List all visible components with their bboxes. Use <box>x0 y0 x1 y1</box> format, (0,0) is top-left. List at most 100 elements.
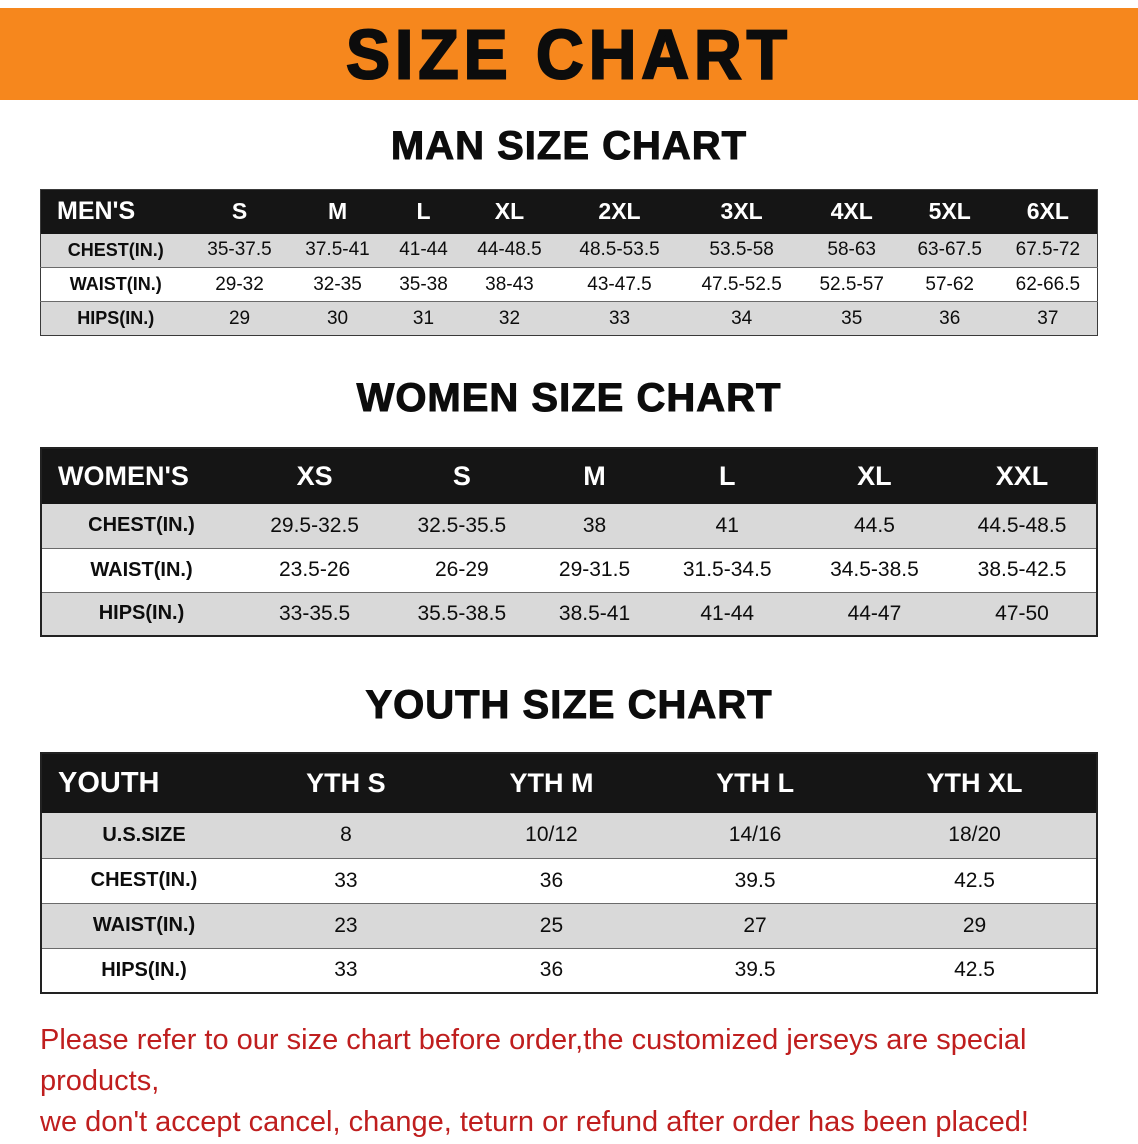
measurement-value: 39.5 <box>657 858 854 903</box>
measurement-label: HIPS(IN.) <box>41 592 241 636</box>
measurement-value: 35 <box>802 301 901 336</box>
size-table: MEN'S S M L XL 2XL 3XL 4XL 5XL 6XL CHEST(IN.) 35-37… <box>40 189 1098 336</box>
measurement-label: HIPS(IN.) <box>41 948 246 993</box>
table-row: U.S.SIZE 8 10/12 14/16 18/20 <box>41 813 1097 858</box>
measurement-value: 38.5-42.5 <box>948 548 1097 592</box>
measurement-value: 44-47 <box>800 592 949 636</box>
table-header-row: WOMEN'S XS S M L XL XXL <box>41 448 1097 504</box>
measurement-value: 67.5-72 <box>998 233 1098 268</box>
measurement-value: 33 <box>246 858 446 903</box>
table-header-row: MEN'S S M L XL 2XL 3XL 4XL 5XL 6XL <box>40 189 1098 234</box>
measurement-value: 44-48.5 <box>460 233 559 268</box>
section-title-women: WOMEN SIZE CHART <box>356 376 782 421</box>
measurement-label: CHEST(IN.) <box>41 504 241 548</box>
table-corner-label: MEN'S <box>40 189 191 234</box>
size-column-header: 4XL <box>802 189 901 234</box>
measurement-value: 57-62 <box>900 267 999 302</box>
table-row: CHEST(IN.) 29.5-32.5 32.5-35.5 38 41 44.5 44.5… <box>41 504 1097 548</box>
measurement-value: 37 <box>998 301 1098 336</box>
footer-note: Please refer to our size chart before or… <box>40 1020 1102 1144</box>
youth-size-table: YOUTH YTH S YTH M YTH L YTH XL U.S.SIZE 8 10/12… <box>40 752 1098 994</box>
women-size-table: WOMEN'S XS S M L XL XXL CHEST(IN.) 29.5-32.5 32.5… <box>40 447 1098 637</box>
measurement-value: 33 <box>558 301 681 336</box>
size-column-header: L <box>386 189 461 234</box>
size-column-header: M <box>288 189 387 234</box>
section-youth: YOUTH SIZE CHART YOUTH YTH S YTH M YTH L YTH… <box>0 683 1138 994</box>
measurement-value: 63-67.5 <box>900 233 999 268</box>
measurement-value: 44.5-48.5 <box>948 504 1097 548</box>
measurement-value: 52.5-57 <box>802 267 901 302</box>
section-title-men: MAN SIZE CHART <box>390 124 748 169</box>
measurement-value: 33-35.5 <box>241 592 389 636</box>
size-column-header: M <box>535 448 654 504</box>
size-column-header: L <box>653 448 801 504</box>
measurement-value: 47-50 <box>948 592 1097 636</box>
measurement-label: HIPS(IN.) <box>40 301 191 336</box>
size-column-header: 3XL <box>680 189 803 234</box>
measurement-value: 39.5 <box>657 948 854 993</box>
measurement-label: WAIST(IN.) <box>40 267 191 302</box>
measurement-value: 31 <box>386 301 461 336</box>
measurement-value: 32.5-35.5 <box>388 504 536 548</box>
size-column-header: YTH S <box>246 753 446 813</box>
measurement-value: 34.5-38.5 <box>800 548 949 592</box>
measurement-value: 42.5 <box>853 858 1097 903</box>
table-row: CHEST(IN.) 33 36 39.5 42.5 <box>41 858 1097 903</box>
measurement-value: 25 <box>445 903 658 948</box>
men-size-table: MEN'S S M L XL 2XL 3XL 4XL 5XL 6XL CHEST(IN.) 35-37… <box>40 189 1098 336</box>
size-column-header: XS <box>241 448 389 504</box>
measurement-value: 29 <box>190 301 289 336</box>
size-table: YOUTH YTH S YTH M YTH L YTH XL U.S.SIZE 8 10/12… <box>40 752 1098 994</box>
size-chart-page: SIZE CHART MAN SIZE CHART MEN'S S M L XL 2XL 3… <box>0 8 1138 1140</box>
table-row: CHEST(IN.) 35-37.5 37.5-41 41-44 44-48.5 48.5… <box>40 233 1098 268</box>
section-title-youth: YOUTH SIZE CHART <box>365 683 773 728</box>
measurement-value: 8 <box>246 813 446 858</box>
measurement-value: 10/12 <box>445 813 658 858</box>
size-column-header: 5XL <box>900 189 999 234</box>
measurement-value: 35.5-38.5 <box>388 592 536 636</box>
measurement-label: WAIST(IN.) <box>41 548 241 592</box>
measurement-value: 29-31.5 <box>535 548 654 592</box>
measurement-value: 41-44 <box>386 233 461 268</box>
measurement-value: 31.5-34.5 <box>653 548 801 592</box>
measurement-value: 23.5-26 <box>241 548 389 592</box>
measurement-value: 41-44 <box>653 592 801 636</box>
measurement-value: 36 <box>900 301 999 336</box>
size-column-header: YTH XL <box>853 753 1097 813</box>
banner: SIZE CHART <box>0 8 1138 100</box>
measurement-value: 38-43 <box>460 267 559 302</box>
measurement-label: U.S.SIZE <box>41 813 246 858</box>
measurement-value: 32-35 <box>288 267 387 302</box>
size-column-header: XXL <box>948 448 1097 504</box>
measurement-value: 27 <box>657 903 854 948</box>
measurement-value: 41 <box>653 504 801 548</box>
measurement-value: 36 <box>445 948 658 993</box>
footer-line-2: we don't accept cancel, change, teturn o… <box>40 1106 1029 1139</box>
measurement-value: 35-37.5 <box>190 233 289 268</box>
section-men: MAN SIZE CHART MEN'S S M L XL 2XL 3XL 4XL 5XL 6XL… <box>0 124 1138 336</box>
measurement-label: CHEST(IN.) <box>41 858 246 903</box>
table-row: WAIST(IN.) 29-32 32-35 35-38 38-43 43-47.5 47.… <box>40 267 1098 302</box>
size-column-header: YTH M <box>445 753 658 813</box>
table-row: WAIST(IN.) 23 25 27 29 <box>41 903 1097 948</box>
measurement-value: 58-63 <box>802 233 901 268</box>
measurement-value: 14/16 <box>657 813 854 858</box>
table-corner-label: WOMEN'S <box>41 448 241 504</box>
table-row: HIPS(IN.) 33 36 39.5 42.5 <box>41 948 1097 993</box>
table-row: HIPS(IN.) 29 30 31 32 33 34 35 36 37 <box>40 301 1098 336</box>
measurement-value: 29.5-32.5 <box>241 504 389 548</box>
measurement-value: 42.5 <box>853 948 1097 993</box>
measurement-value: 37.5-41 <box>288 233 387 268</box>
measurement-value: 30 <box>288 301 387 336</box>
page-title: SIZE CHART <box>345 14 792 95</box>
measurement-value: 18/20 <box>853 813 1097 858</box>
size-column-header: YTH L <box>657 753 854 813</box>
footer-line-1: Please refer to our size chart before or… <box>40 1024 1027 1098</box>
measurement-value: 47.5-52.5 <box>680 267 803 302</box>
measurement-value: 35-38 <box>386 267 461 302</box>
size-column-header: XL <box>460 189 559 234</box>
measurement-value: 43-47.5 <box>558 267 681 302</box>
measurement-value: 23 <box>246 903 446 948</box>
size-column-header: 2XL <box>558 189 681 234</box>
measurement-value: 62-66.5 <box>998 267 1098 302</box>
